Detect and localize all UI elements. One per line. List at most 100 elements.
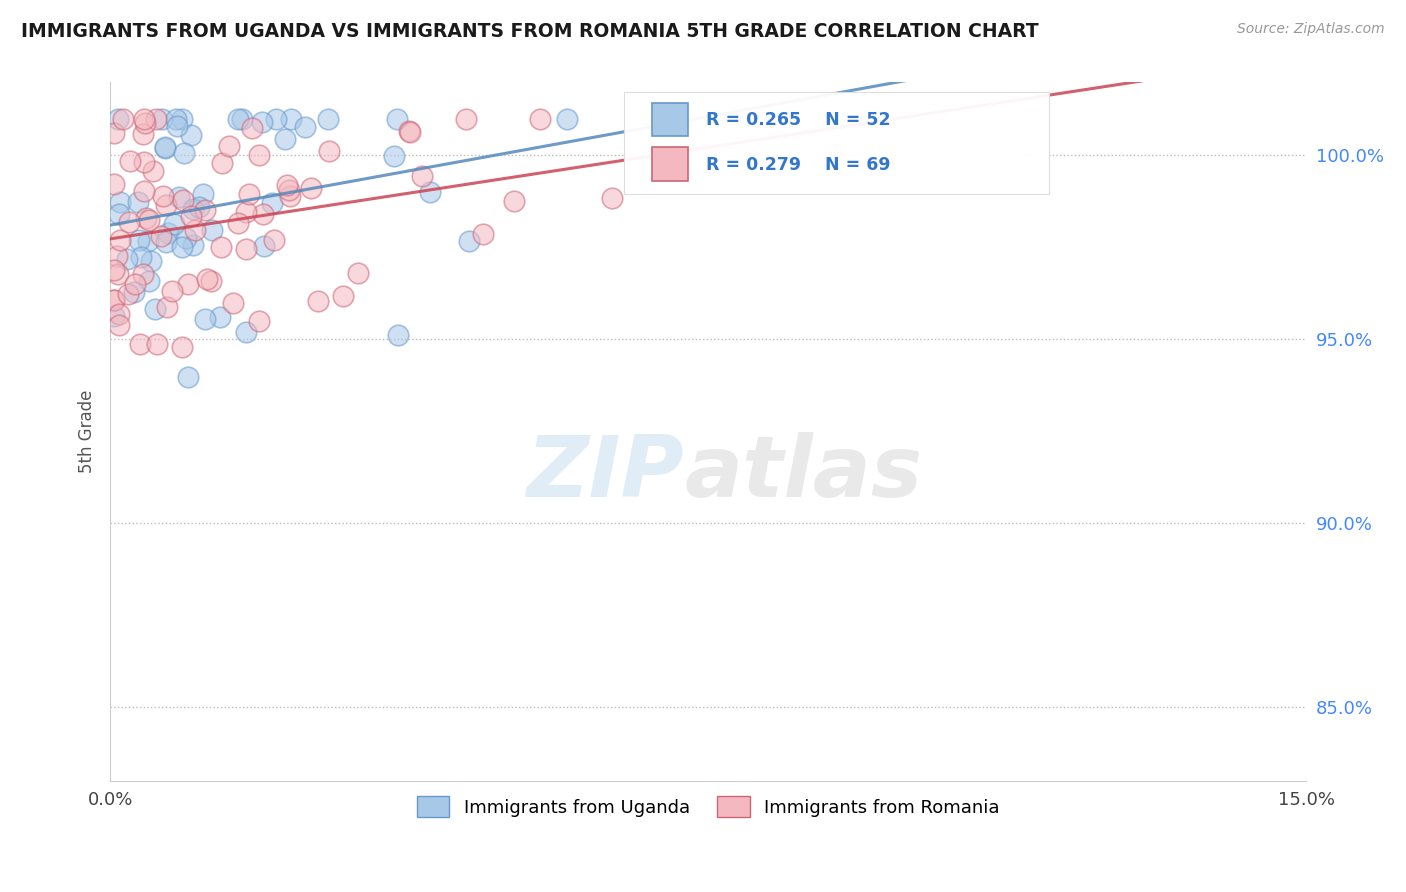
Point <box>134 115 156 129</box>
Point <box>163 217 186 231</box>
Point <box>131 267 153 281</box>
Point <box>247 314 270 328</box>
Point <box>184 223 207 237</box>
Point <box>166 120 188 134</box>
Point <box>131 250 153 264</box>
Point <box>108 318 131 332</box>
FancyBboxPatch shape <box>652 147 688 181</box>
Point <box>411 169 433 184</box>
Point <box>191 187 214 202</box>
Point <box>156 300 179 314</box>
Point <box>180 128 202 142</box>
Point <box>260 195 283 210</box>
Point <box>226 112 249 126</box>
Point <box>399 126 422 140</box>
Point <box>107 268 129 282</box>
Point <box>146 337 169 351</box>
Point <box>235 242 257 256</box>
Point <box>247 147 270 161</box>
Point <box>108 195 131 210</box>
Point <box>117 252 139 267</box>
Point <box>332 289 354 303</box>
Point <box>235 325 257 339</box>
Point <box>250 115 273 129</box>
Point <box>145 112 167 126</box>
Point <box>181 238 204 252</box>
Point <box>103 310 125 324</box>
Point <box>122 285 145 300</box>
Point <box>177 277 200 292</box>
Point <box>456 112 478 126</box>
Point <box>103 293 125 308</box>
Text: IMMIGRANTS FROM UGANDA VS IMMIGRANTS FROM ROMANIA 5TH GRADE CORRELATION CHART: IMMIGRANTS FROM UGANDA VS IMMIGRANTS FRO… <box>21 22 1039 41</box>
Point <box>218 139 240 153</box>
Point <box>201 223 224 237</box>
Point <box>318 144 340 158</box>
Point <box>107 112 129 126</box>
Point <box>117 287 139 301</box>
Point <box>502 194 524 208</box>
Point <box>457 235 479 249</box>
Point <box>382 148 405 162</box>
Point <box>419 185 441 199</box>
Text: atlas: atlas <box>685 432 922 515</box>
Point <box>172 340 194 354</box>
Point <box>274 132 297 146</box>
Point <box>211 156 233 170</box>
Point <box>555 112 578 126</box>
Point <box>200 274 222 288</box>
Point <box>155 140 177 154</box>
Point <box>173 146 195 161</box>
Point <box>142 164 165 178</box>
Point <box>194 312 217 326</box>
Point <box>162 284 184 298</box>
Point <box>307 294 329 309</box>
Point <box>316 112 339 126</box>
Point <box>180 209 202 223</box>
Point <box>172 240 194 254</box>
Point <box>118 154 141 169</box>
Point <box>529 112 551 126</box>
Point <box>209 240 232 254</box>
Point <box>231 112 253 126</box>
Point <box>107 307 129 321</box>
Point <box>253 239 276 253</box>
Point <box>103 263 125 277</box>
Point <box>174 231 197 245</box>
Point <box>387 328 409 343</box>
Point <box>103 293 125 307</box>
Point <box>264 112 287 126</box>
Point <box>153 141 176 155</box>
Point <box>600 191 623 205</box>
Text: R = 0.279    N = 69: R = 0.279 N = 69 <box>706 156 890 174</box>
Point <box>138 213 160 227</box>
Point <box>183 202 205 216</box>
Point <box>172 193 194 207</box>
Point <box>108 234 131 248</box>
Point <box>108 207 131 221</box>
Point <box>138 274 160 288</box>
Point <box>172 112 194 126</box>
Point <box>105 250 128 264</box>
Point <box>156 226 179 240</box>
Text: Source: ZipAtlas.com: Source: ZipAtlas.com <box>1237 22 1385 37</box>
Text: ZIP: ZIP <box>527 432 685 515</box>
Point <box>294 120 316 134</box>
Point <box>150 229 173 244</box>
Point <box>346 267 368 281</box>
Point <box>226 216 249 230</box>
Point <box>385 112 408 126</box>
Point <box>208 310 231 324</box>
Point <box>103 177 125 191</box>
Point <box>194 202 217 217</box>
Point <box>143 302 166 317</box>
Point <box>263 234 285 248</box>
Point <box>238 186 260 201</box>
Point <box>150 112 173 126</box>
Point <box>280 112 302 126</box>
Point <box>124 277 146 292</box>
FancyBboxPatch shape <box>652 103 688 136</box>
Text: R = 0.265    N = 52: R = 0.265 N = 52 <box>706 112 890 129</box>
Point <box>165 112 187 126</box>
Point <box>252 207 274 221</box>
